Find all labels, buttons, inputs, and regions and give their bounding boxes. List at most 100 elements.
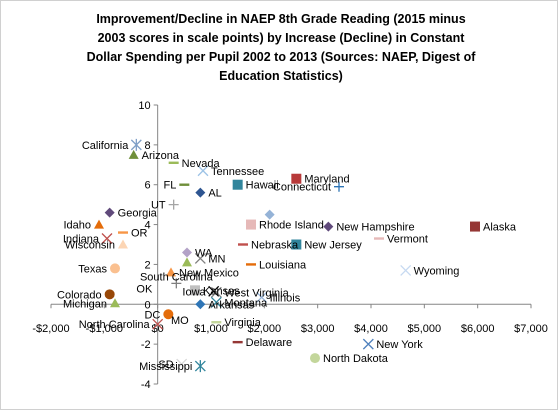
point-label: Virginia xyxy=(224,317,261,329)
point-label: OK xyxy=(136,283,153,295)
scatter-point xyxy=(176,358,188,370)
point-label: WA xyxy=(195,247,213,259)
scatter-point xyxy=(197,165,209,177)
scatter-point xyxy=(374,237,384,240)
point-label: DC xyxy=(144,309,160,321)
point-label: UT xyxy=(151,200,166,212)
point-label: Montana xyxy=(224,297,268,309)
scatter-point xyxy=(152,318,164,330)
point-label: Iowa xyxy=(182,286,206,298)
point-label: Nevada xyxy=(182,158,221,170)
scatter-point xyxy=(208,285,220,297)
scatter-point xyxy=(104,289,115,300)
point-label: Wyoming xyxy=(414,265,460,277)
point-label: Indiana xyxy=(63,234,100,246)
scatter-point xyxy=(323,221,334,232)
point-label: Georgia xyxy=(118,208,158,220)
x-tick-label: $4,000 xyxy=(354,323,388,335)
y-tick-label: -4 xyxy=(141,379,151,391)
point-label: North Dakota xyxy=(323,353,389,365)
point-label: Mississippi xyxy=(139,361,192,373)
scatter-point xyxy=(246,263,256,266)
x-tick-label: $1,000 xyxy=(194,323,228,335)
point-label: Arkansas xyxy=(208,299,254,311)
scatter-point xyxy=(362,338,374,350)
scatter-point xyxy=(210,286,222,298)
scatter-point xyxy=(128,149,139,159)
scatter-point xyxy=(195,187,206,198)
point-label: Idaho xyxy=(63,220,91,232)
scatter-point xyxy=(195,299,206,310)
y-tick-label: 6 xyxy=(145,180,151,192)
scatter-point xyxy=(246,219,256,230)
scatter-point xyxy=(171,278,182,289)
scatter-point xyxy=(470,221,480,232)
scatter-point xyxy=(232,179,243,190)
point-label: Wisconsin xyxy=(65,240,115,252)
point-label: AL xyxy=(208,188,221,200)
scatter-point xyxy=(334,181,344,192)
x-tick-label: $0 xyxy=(152,323,164,335)
point-label: MO xyxy=(171,315,189,327)
scatter-point xyxy=(194,252,206,264)
scatter-point xyxy=(291,173,302,184)
scatter-point xyxy=(130,138,142,151)
point-label: Hawaii xyxy=(246,180,279,192)
chart-title-line: Improvement/Decline in NAEP 8th Grade Re… xyxy=(96,12,466,26)
x-tick-label: -$1,000 xyxy=(86,323,123,335)
x-tick-label: $3,000 xyxy=(301,323,335,335)
scatter-point xyxy=(110,298,120,308)
point-label: Delaware xyxy=(246,337,292,349)
scatter-point xyxy=(94,219,104,229)
point-label: Arizona xyxy=(142,150,180,162)
point-label: Connecticut xyxy=(273,182,331,194)
scatter-point xyxy=(104,207,115,218)
scatter-point xyxy=(310,353,320,364)
point-label: Tennessee xyxy=(211,166,264,178)
point-label: Maryland xyxy=(304,174,349,186)
point-label: New Hampshire xyxy=(336,222,414,234)
point-label: West Virginia xyxy=(224,287,289,299)
y-tick-label: -2 xyxy=(141,339,151,351)
scatter-point xyxy=(179,183,190,186)
chart-title: Improvement/Decline in NAEP 8th Grade Re… xyxy=(41,10,521,86)
chart-title-line: Education Statistics) xyxy=(219,69,343,83)
y-tick-label: 10 xyxy=(138,100,150,112)
point-label: Illinois xyxy=(270,292,301,304)
x-tick-label: $6,000 xyxy=(461,323,495,335)
scatter-point xyxy=(182,257,192,267)
point-label: Rhode Island xyxy=(259,220,324,232)
y-tick-label: 8 xyxy=(145,140,151,152)
point-label: North Carolina xyxy=(79,319,151,331)
scatter-point xyxy=(110,263,120,274)
x-tick-label: $7,000 xyxy=(514,323,548,335)
point-label: Michigan xyxy=(63,298,107,310)
point-label: Alaska xyxy=(483,222,517,234)
point-label: FL xyxy=(163,180,176,192)
scatter-point xyxy=(182,247,192,258)
scatter-point xyxy=(168,199,179,210)
x-tick-label: $2,000 xyxy=(248,323,282,335)
point-label: Colorado xyxy=(57,289,102,301)
x-tick-label: $5,000 xyxy=(408,323,442,335)
scatter-point xyxy=(118,231,128,234)
scatter-point xyxy=(166,267,176,277)
scatter-point xyxy=(232,340,243,344)
y-tick-label: 2 xyxy=(145,259,151,271)
scatter-point xyxy=(211,321,222,324)
y-tick-label: 4 xyxy=(145,220,151,232)
scatter-point xyxy=(264,209,275,220)
point-label: SD xyxy=(158,359,173,371)
point-label: Texas xyxy=(78,263,107,275)
point-label: Vermont xyxy=(387,234,428,246)
scatter-point xyxy=(291,239,302,250)
scatter-point xyxy=(238,243,248,246)
chart-title-line: Dollar Spending per Pupil 2002 to 2013 (… xyxy=(86,50,476,64)
point-label: Nebraska xyxy=(251,240,299,252)
point-label: New Jersey xyxy=(304,240,362,252)
scatter-point xyxy=(190,285,200,296)
scatter-point xyxy=(163,309,174,320)
scatter-point xyxy=(101,233,113,244)
point-label: South Carolina xyxy=(140,271,214,283)
